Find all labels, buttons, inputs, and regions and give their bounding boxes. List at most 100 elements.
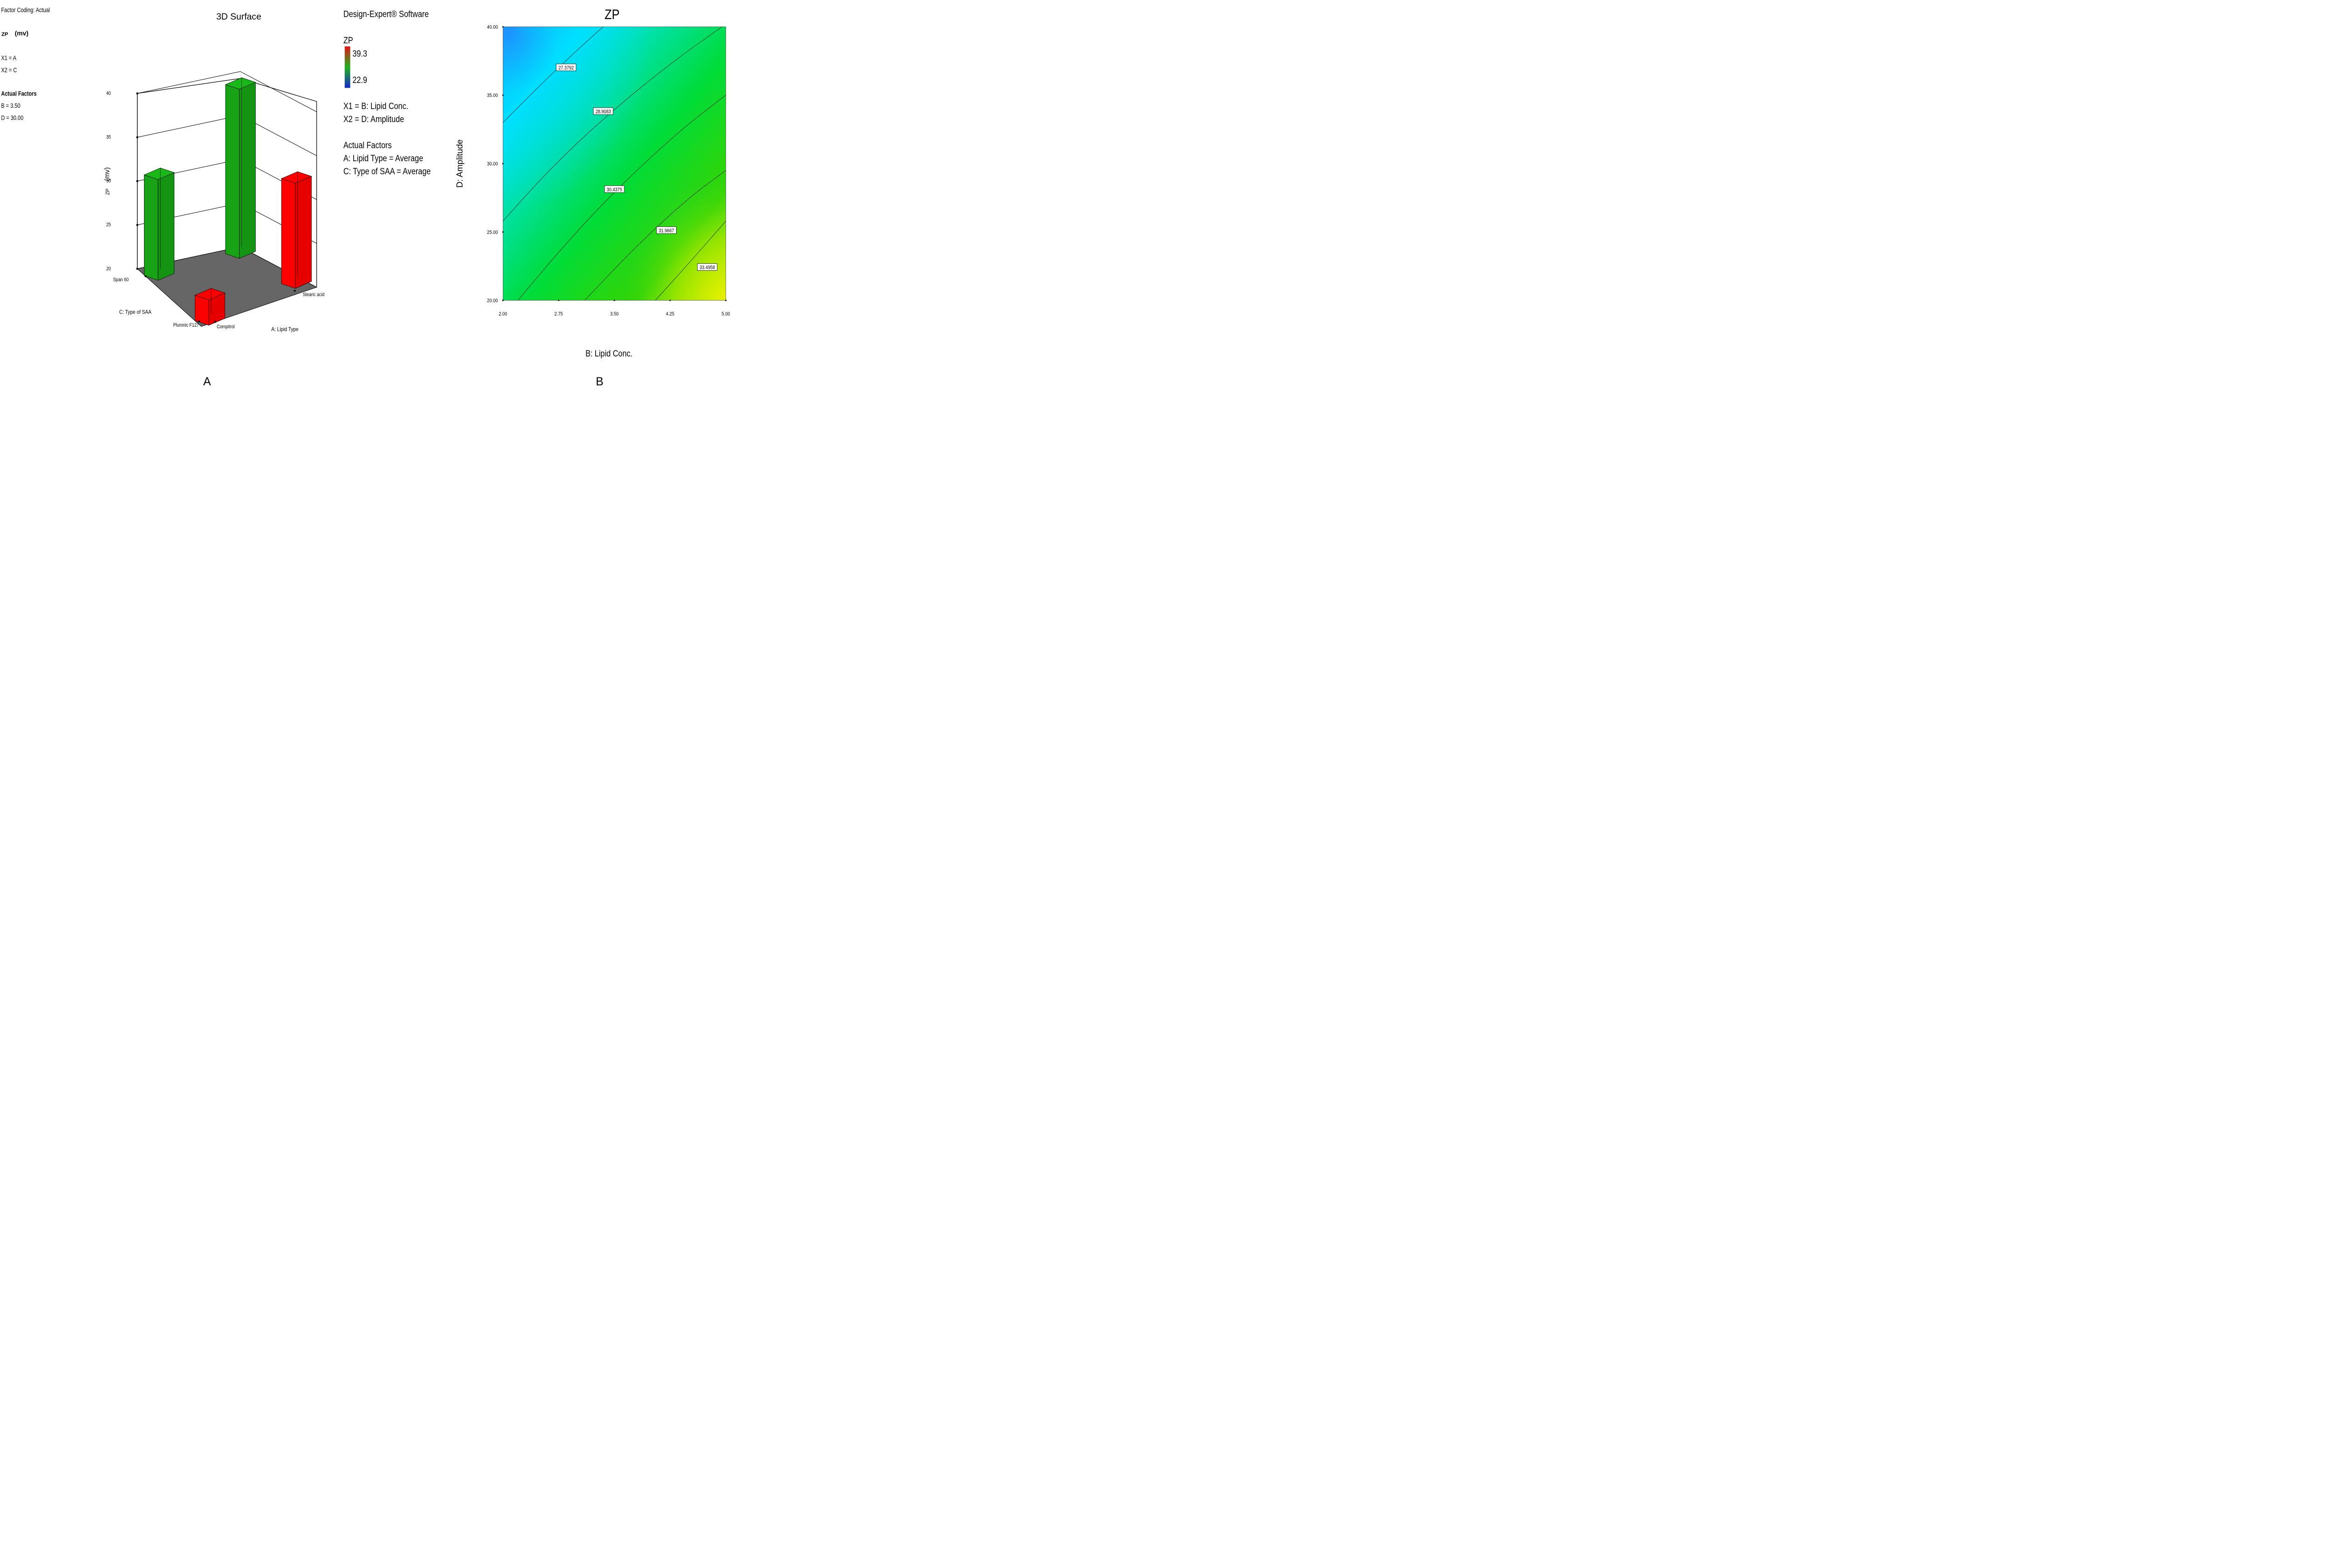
contour-fill-high (503, 27, 726, 301)
contour-label: 33.4958 (699, 265, 715, 271)
figure-canvas: Factor Coding: Actual ZP (mv) X1 = A X2 … (1, 7, 730, 388)
contour-xtick-mark (613, 300, 615, 301)
panel-label-a: A (203, 376, 211, 388)
contour-ytick-mark (502, 26, 504, 27)
bar3d-bar (281, 171, 312, 289)
contour-xtick-mark (669, 300, 671, 301)
bar3d-bar (144, 168, 175, 281)
actual-factor-b: B = 3.50 (1, 103, 20, 110)
contour-xtick-label: 3.50 (610, 311, 618, 317)
x1-mapping: X1 = A (1, 55, 16, 62)
bar3d-ztick-label: 20 (106, 266, 111, 272)
bar3d-bars (144, 77, 312, 326)
contour-xtick-mark (558, 300, 560, 301)
bar3d-z-ticks: 20 25 30 35 40 (106, 91, 138, 272)
contour-line (517, 95, 726, 301)
contour-ytick-mark (502, 231, 504, 233)
contour-ytick-mark (502, 300, 504, 301)
legend-x1: X1 = B: Lipid Conc. (343, 101, 408, 111)
bar3d-ylabel: C: Type of SAA (119, 309, 151, 315)
bar3d-zlabel-name: ZP (105, 188, 111, 195)
bar3d-category-markers (144, 275, 296, 323)
contour-lines (503, 27, 726, 301)
bar3d-ztick-mark (136, 180, 138, 182)
contour-label: 31.9667 (659, 228, 674, 234)
bar3d-xtick-stearic: Stearic acid (303, 292, 325, 298)
contour-label-box (556, 63, 576, 71)
bar3d-tick-stearic (294, 289, 296, 292)
bar3d-chart: 3D Surface 20 25 30 35 40 ZP (mv) Span 60 Pl… (104, 12, 325, 333)
actual-factor-d: D = 30.00 (1, 114, 23, 121)
contour-title: ZP (604, 7, 619, 22)
bar3d-ztick-label: 30 (106, 178, 111, 184)
bar3d-ztick-label: 25 (106, 222, 111, 228)
contour-line (584, 170, 726, 301)
contour-chart: ZP 27.3792 28.9083 30.4375 31.9667 33.4958 2… (455, 7, 730, 358)
legend-x2: X2 = D: Amplitude (343, 114, 404, 124)
contour-ytick-mark (502, 94, 504, 96)
contour-ytick-label: 30.00 (487, 161, 498, 167)
software-name: Design-Expert® Software (343, 9, 429, 19)
contour-label-box (593, 107, 614, 115)
bar3d-tick-span60 (144, 275, 147, 277)
contour-label: 28.9083 (596, 109, 611, 115)
contour-label: 30.4375 (607, 187, 622, 192)
contour-label-box (697, 263, 718, 271)
bar3d-ztick-label: 35 (106, 135, 111, 140)
bar3d-bar (225, 77, 256, 259)
contour-ytick-label: 20.00 (487, 298, 498, 304)
scale-min-label: 22.9 (352, 75, 367, 85)
contour-line (503, 27, 603, 123)
panel-label-b: B (596, 376, 604, 388)
contour-line (655, 221, 726, 301)
contour-xlabel: B: Lipid Conc. (585, 348, 632, 358)
contour-label: 27.3792 (558, 65, 574, 71)
contour-label-box (656, 226, 677, 234)
contour-label-box (604, 185, 625, 193)
legend-factor-c: C: Type of SAA = Average (343, 166, 431, 176)
legend-panel: Design-Expert® Software ZP 39.3 22.9 X1 … (343, 9, 431, 176)
bar3d-ztick-mark (136, 224, 138, 226)
response-name: ZP (1, 32, 8, 37)
bar3d-zlabel-unit: (mv) (104, 167, 111, 181)
contour-xtick-label: 4.25 (666, 311, 674, 317)
scale-max-label: 39.3 (352, 48, 367, 59)
contour-ytick-label: 25.00 (487, 230, 498, 235)
figure: Factor Coding: Actual ZP (mv) X1 = A X2 … (0, 0, 730, 388)
contour-ylabel-wrap: D: Amplitude (455, 139, 465, 188)
bar3d-tick-pluronic (198, 320, 200, 322)
bar3d-ztick-mark (136, 267, 138, 270)
bar3d-gridline (137, 71, 317, 112)
bar3d-zlabel: ZP (mv) (104, 167, 111, 195)
bar3d-ytick-span60: Span 60 (113, 277, 129, 283)
bar3d-ytick-pluronic: Pluronic F127 (173, 322, 199, 328)
contour-ticks: 2.00 2.75 3.50 4.25 5.00 20.00 25.00 30.00 35.00… (487, 25, 730, 317)
contour-xtick-label: 2.75 (555, 311, 563, 317)
bar3d-xlabel: A: Lipid Type (271, 327, 298, 333)
bar3d-ztick-label: 40 (106, 91, 111, 96)
bar3d-tick-compitrol (214, 321, 216, 323)
color-scale-bar (344, 46, 350, 88)
bar3d-title: 3D Surface (216, 12, 261, 22)
legend-response: ZP (343, 35, 353, 45)
contour-ytick-label: 35.00 (487, 93, 498, 98)
x2-mapping: X2 = C (1, 67, 17, 74)
actual-factors-title: Actual Factors (1, 90, 36, 97)
response-unit: (mv) (15, 29, 28, 37)
contour-xtick-mark (725, 300, 727, 301)
contour-labels: 27.3792 28.9083 30.4375 31.9667 33.4958 (556, 63, 718, 271)
contour-ytick-mark (502, 163, 504, 164)
legend-actual-factors-title: Actual Factors (343, 140, 392, 151)
bar3d-ztick-mark (136, 136, 138, 138)
contour-xtick-label: 5.00 (721, 311, 730, 317)
bar3d-xtick-compitrol: Compitrol (217, 324, 234, 330)
contour-xtick-label: 2.00 (499, 311, 507, 317)
contour-line (503, 27, 722, 221)
left-info-panel: Factor Coding: Actual ZP (mv) X1 = A X2 … (1, 7, 50, 122)
contour-ytick-label: 40.00 (487, 25, 498, 30)
bar3d-bar (194, 288, 226, 326)
contour-ylabel: D: Amplitude (455, 139, 465, 188)
bar3d-floor (137, 246, 317, 327)
bar3d-ztick-mark (136, 92, 138, 95)
factor-coding-label: Factor Coding: Actual (1, 7, 50, 14)
